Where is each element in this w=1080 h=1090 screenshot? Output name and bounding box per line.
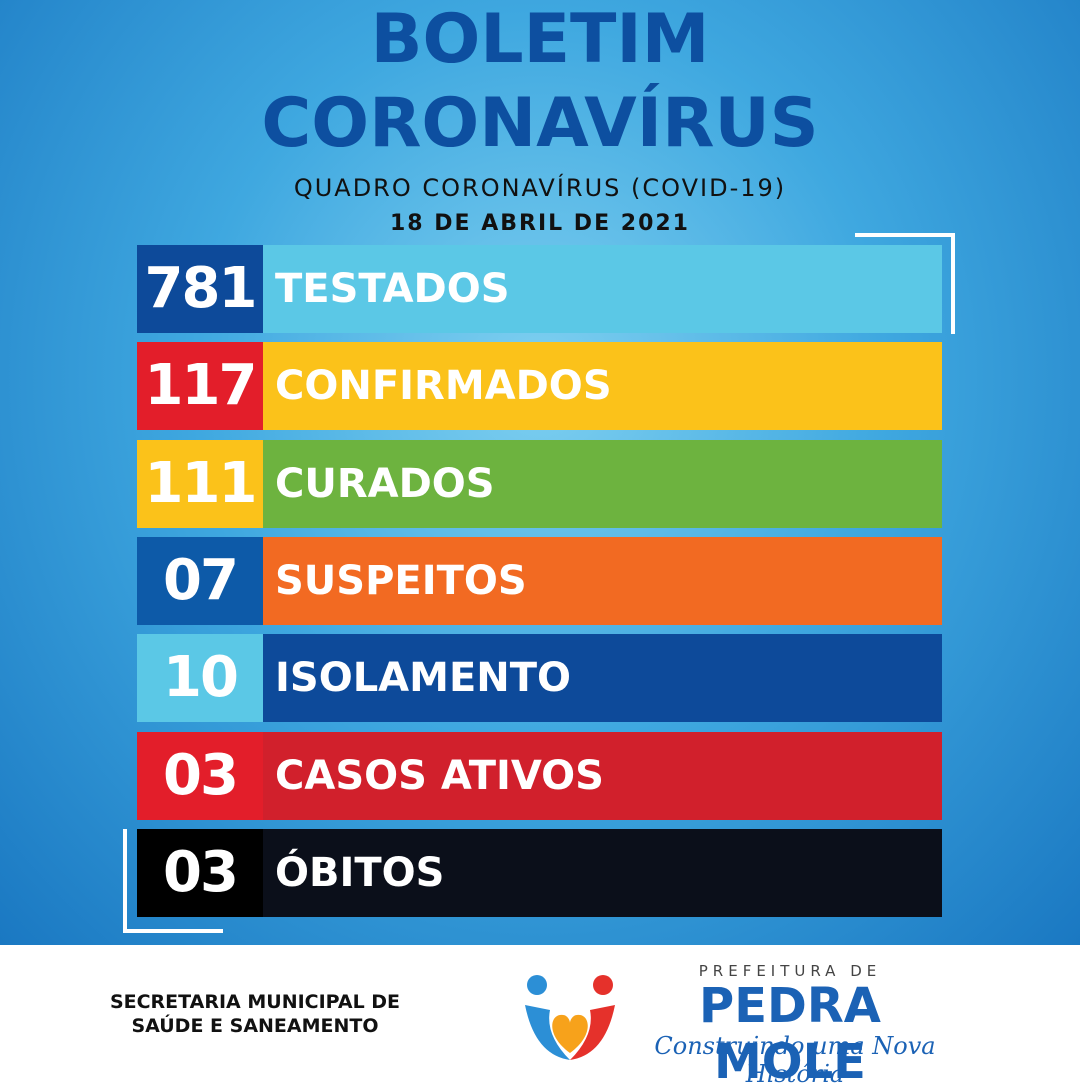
logo-name: PEDRA MOLE bbox=[699, 978, 881, 1090]
bracket bbox=[123, 829, 223, 933]
logo-icon bbox=[525, 975, 615, 1060]
stat-number: 03 bbox=[137, 828, 263, 917]
stat-label: CASOS ATIVOS bbox=[263, 731, 942, 820]
stat-label: SUSPEITOS bbox=[263, 536, 942, 625]
stat-label: TESTADOS bbox=[263, 245, 942, 333]
stat-number: 07 bbox=[137, 536, 263, 625]
stat-label: CONFIRMADOS bbox=[263, 342, 942, 431]
department: SECRETARIA MUNICIPAL DE bbox=[109, 991, 401, 1013]
stat-row: 07 SUSPEITOS bbox=[137, 536, 942, 625]
title-line: BOLETIM bbox=[370, 0, 710, 79]
subtitle: QUADRO CORONAVÍRUS (COVID-19) bbox=[293, 174, 787, 202]
stat-label: ÓBITOS bbox=[263, 828, 942, 917]
date: 18 DE ABRIL DE 2021 bbox=[389, 211, 690, 236]
stat-row: 781 TESTADOS bbox=[137, 245, 942, 333]
title-line: CORONAVÍRUS bbox=[261, 84, 819, 163]
stat-number: 03 bbox=[137, 731, 263, 820]
bracket bbox=[855, 233, 955, 334]
stat-label: ISOLAMENTO bbox=[263, 634, 942, 723]
stat-row: 03 ÓBITOS bbox=[137, 828, 942, 917]
logo-slogan: Construindo uma Nova História bbox=[654, 1032, 936, 1088]
stat-number: 117 bbox=[137, 342, 263, 431]
stat-number: 781 bbox=[137, 245, 263, 333]
stat-row: 111 CURADOS bbox=[137, 439, 942, 528]
stat-row: 03 CASOS ATIVOS bbox=[137, 731, 942, 820]
stat-row: 10 ISOLAMENTO bbox=[137, 634, 942, 723]
logo-top: PREFEITURA DE bbox=[698, 962, 882, 980]
department: SAÚDE E SANEAMENTO bbox=[131, 1015, 379, 1037]
stat-label: CURADOS bbox=[263, 439, 942, 528]
stat-number: 10 bbox=[137, 634, 263, 723]
stat-number: 111 bbox=[137, 439, 263, 528]
stat-row: 117 CONFIRMADOS bbox=[137, 342, 942, 431]
